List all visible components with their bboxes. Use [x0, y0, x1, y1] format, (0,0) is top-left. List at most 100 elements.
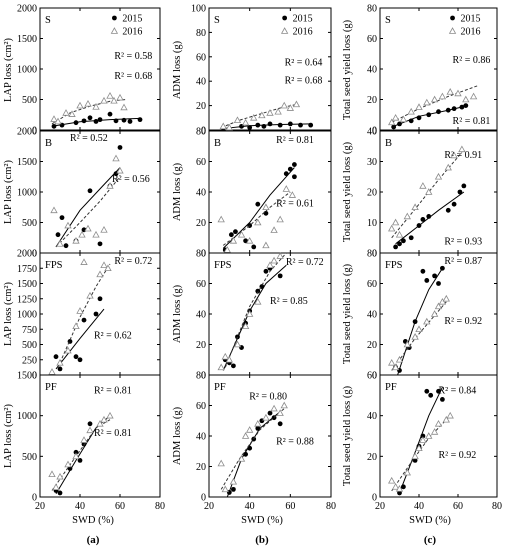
r2-label-2016: R² = 0.88: [276, 437, 314, 448]
data-point-2015: [424, 278, 430, 283]
data-point-2016: [233, 116, 242, 124]
r2-label-2015: R² = 0.68: [285, 76, 323, 87]
data-point-2015: [247, 125, 253, 130]
data-point-2016: [72, 452, 80, 460]
column-a-ylabel: LAP loss (cm²): [3, 37, 14, 102]
x-tick-label: 80: [155, 501, 165, 512]
data-point-2016: [266, 261, 274, 269]
data-point-2015: [436, 109, 441, 115]
data-point-2016: [450, 151, 458, 159]
y-tick-label: 80: [196, 127, 206, 138]
panel-stage-label: B: [45, 138, 52, 149]
data-point-2016: [391, 218, 400, 226]
data-point-2016: [62, 109, 70, 116]
data-point-2015: [277, 273, 283, 279]
panel-b-S: 0 20 40 60 80 100 S R² = 0.68 R² = 0.64 2015 2016: [191, 4, 332, 137]
panel-frame: [39, 374, 161, 498]
r2-label-2016: R² = 0.64: [285, 57, 323, 68]
panel-frame: [379, 374, 498, 498]
data-point-2015: [267, 410, 273, 416]
r2-label-2016: R² = 0.72: [286, 257, 324, 268]
r2-label-2016: R² = 0.92: [439, 450, 477, 461]
data-point-2016: [50, 206, 58, 214]
data-point-2015: [397, 121, 402, 127]
data-point-2016: [430, 428, 439, 435]
data-point-2016: [423, 317, 431, 325]
r2-label-2015: R² = 0.85: [270, 296, 308, 307]
r2-label-2016: R² = 0.61: [276, 199, 314, 210]
column-c-caption: (c): [424, 534, 437, 546]
x-tick-label: 20: [35, 501, 45, 512]
data-point-2015: [292, 174, 297, 180]
data-point-2016: [270, 226, 278, 233]
y-tick-label: 1500: [17, 279, 37, 290]
column-c-xlabel: SWD (%): [409, 515, 451, 526]
data-point-2016: [434, 172, 443, 180]
y-tick-label: 60: [196, 401, 206, 412]
legend-marker-2016: [280, 27, 289, 34]
column-b-ylabel: ADM loss (g): [172, 162, 183, 221]
data-point-2015: [263, 210, 269, 216]
r2-label-2015: R² = 0.81: [94, 385, 132, 396]
data-point-2015: [57, 366, 63, 372]
legend-marker-2016: [448, 27, 457, 34]
data-point-2015: [445, 107, 451, 113]
data-point-2016: [419, 182, 427, 189]
data-point-2015: [267, 121, 273, 127]
data-point-2016: [282, 185, 290, 192]
y-tick-label: 40: [196, 188, 206, 199]
data-point-2016: [276, 252, 284, 259]
column-c-ylabel: Total seed yield loss (g): [342, 19, 353, 120]
data-point-2016: [286, 104, 295, 111]
y-tick-label: 0: [32, 493, 37, 504]
data-point-2016: [72, 236, 80, 244]
r2-label-2016: R² = 0.91: [444, 150, 482, 161]
data-point-2015: [81, 118, 87, 124]
r2-label-2016: R² = 0.68: [114, 71, 152, 82]
y-tick-label: 30: [367, 157, 377, 168]
data-point-2015: [93, 311, 99, 317]
fit-line-2016: [391, 415, 451, 492]
data-point-2015: [77, 458, 83, 463]
y-tick-label: 20: [367, 188, 377, 199]
data-point-2015: [408, 235, 414, 241]
data-point-2016: [217, 459, 225, 467]
fit-line-2016: [51, 419, 111, 491]
data-point-2015: [445, 207, 451, 213]
y-tick-label: 20: [196, 462, 206, 473]
data-point-2015: [87, 115, 93, 121]
panel-b-B: 0 20 40 60 80 B R² = 0.81 R² = 0.61: [196, 127, 332, 260]
data-point-2015: [416, 223, 422, 228]
data-point-2015: [53, 354, 59, 360]
data-point-2016: [442, 294, 450, 302]
data-point-2016: [221, 352, 229, 360]
column-a-ylabel: LAP loss (cm²): [3, 403, 14, 468]
data-point-2016: [280, 101, 288, 109]
y-tick-label: 0: [372, 371, 377, 382]
legend-label-2016: 2016: [461, 27, 481, 38]
data-point-2015: [121, 117, 127, 123]
data-point-2016: [254, 419, 262, 427]
data-point-2016: [425, 188, 433, 195]
data-point-2015: [277, 122, 283, 128]
panel-a-PF: 0 500 1000 1500 20 40 60 80 PF R² = 0.81 R² = 0.81: [17, 371, 165, 513]
data-point-2016: [270, 256, 278, 264]
data-point-2015: [298, 122, 303, 128]
y-tick-label: 60: [196, 52, 206, 63]
data-point-2015: [113, 118, 119, 124]
data-point-2016: [92, 102, 100, 110]
data-point-2016: [430, 95, 439, 103]
data-point-2015: [428, 392, 434, 398]
data-point-2016: [444, 163, 452, 171]
data-point-2016: [411, 452, 419, 460]
data-point-2016: [425, 432, 433, 439]
data-point-2015: [67, 466, 73, 471]
fit-line-2016: [391, 301, 447, 371]
data-point-2015: [263, 268, 269, 274]
data-point-2015: [440, 397, 445, 402]
data-point-2015: [397, 241, 402, 247]
y-tick-label: 1000: [17, 188, 37, 199]
data-point-2016: [76, 307, 84, 314]
y-tick-label: 1000: [17, 310, 37, 321]
data-point-2016: [120, 103, 128, 111]
